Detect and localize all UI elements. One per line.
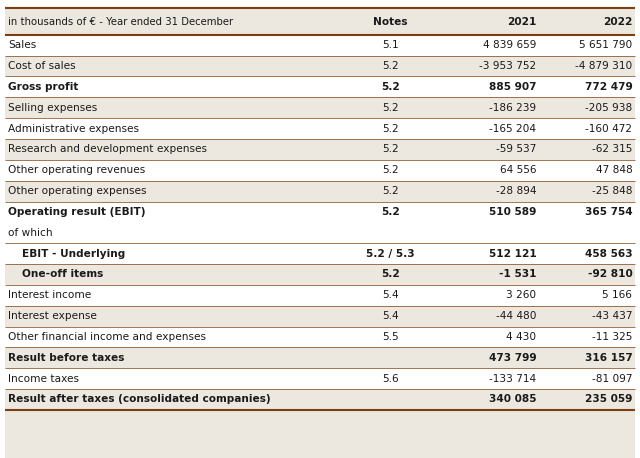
Text: 365 754: 365 754	[585, 207, 632, 217]
Text: 5.4: 5.4	[382, 290, 399, 300]
Text: 235 059: 235 059	[585, 394, 632, 404]
Text: -133 714: -133 714	[489, 374, 536, 384]
Text: -92 810: -92 810	[588, 269, 632, 279]
Text: -43 437: -43 437	[592, 311, 632, 321]
Bar	[5, 368, 635, 389]
Text: 2021: 2021	[507, 16, 536, 27]
Bar	[5, 76, 635, 98]
Text: 4 839 659: 4 839 659	[483, 40, 536, 50]
Text: 5.2: 5.2	[381, 82, 400, 92]
Bar	[5, 347, 635, 368]
Text: Result after taxes (consolidated companies): Result after taxes (consolidated compani…	[8, 394, 271, 404]
Text: -165 204: -165 204	[490, 124, 536, 134]
Bar	[5, 118, 635, 139]
Text: 5.2: 5.2	[382, 186, 399, 196]
Text: -11 325: -11 325	[592, 332, 632, 342]
Text: -59 537: -59 537	[496, 144, 536, 154]
Text: 5.2: 5.2	[382, 144, 399, 154]
Text: 458 563: 458 563	[585, 249, 632, 259]
Text: -81 097: -81 097	[592, 374, 632, 384]
Text: 5 166: 5 166	[602, 290, 632, 300]
Bar	[5, 160, 635, 180]
Text: EBIT - Underlying: EBIT - Underlying	[22, 249, 125, 259]
Text: 316 157: 316 157	[584, 353, 632, 363]
Text: 5.2 / 5.3: 5.2 / 5.3	[366, 249, 415, 259]
Text: 772 479: 772 479	[584, 82, 632, 92]
Text: Interest income: Interest income	[8, 290, 92, 300]
Text: 5.4: 5.4	[382, 311, 399, 321]
Bar	[5, 264, 635, 285]
Text: in thousands of € - Year ended 31 December: in thousands of € - Year ended 31 Decemb…	[8, 16, 234, 27]
Text: Income taxes: Income taxes	[8, 374, 79, 384]
Bar	[5, 180, 635, 202]
Text: -62 315: -62 315	[592, 144, 632, 154]
Text: Research and development expenses: Research and development expenses	[8, 144, 207, 154]
Text: 5.6: 5.6	[382, 374, 399, 384]
Bar	[5, 306, 635, 327]
Bar	[5, 222, 635, 243]
Bar	[5, 56, 635, 76]
Text: Notes: Notes	[373, 16, 408, 27]
Text: 5.2: 5.2	[381, 207, 400, 217]
Text: One-off items: One-off items	[22, 269, 104, 279]
Text: Administrative expenses: Administrative expenses	[8, 124, 140, 134]
Text: 510 589: 510 589	[489, 207, 536, 217]
Bar	[5, 139, 635, 160]
Bar	[5, 243, 635, 264]
Bar	[5, 202, 635, 222]
Bar	[5, 285, 635, 306]
Text: 4 430: 4 430	[506, 332, 536, 342]
Text: 512 121: 512 121	[488, 249, 536, 259]
Text: 5.2: 5.2	[382, 124, 399, 134]
Text: Other operating revenues: Other operating revenues	[8, 165, 145, 175]
Text: 473 799: 473 799	[489, 353, 536, 363]
Bar	[5, 8, 635, 35]
Text: 5.2: 5.2	[382, 165, 399, 175]
Bar	[5, 410, 635, 458]
Text: 5.2: 5.2	[382, 61, 399, 71]
Text: Result before taxes: Result before taxes	[8, 353, 125, 363]
Text: Sales: Sales	[8, 40, 36, 50]
Text: -4 879 310: -4 879 310	[575, 61, 632, 71]
Text: -160 472: -160 472	[586, 124, 632, 134]
Text: 5.2: 5.2	[382, 103, 399, 113]
Text: Other operating expenses: Other operating expenses	[8, 186, 147, 196]
Text: -3 953 752: -3 953 752	[479, 61, 536, 71]
Text: 885 907: 885 907	[489, 82, 536, 92]
Text: Cost of sales: Cost of sales	[8, 61, 76, 71]
Text: -186 239: -186 239	[489, 103, 536, 113]
Text: -28 894: -28 894	[496, 186, 536, 196]
Bar	[5, 327, 635, 347]
Text: 47 848: 47 848	[596, 165, 632, 175]
Text: -25 848: -25 848	[592, 186, 632, 196]
Text: 5.2: 5.2	[381, 269, 400, 279]
Text: 3 260: 3 260	[506, 290, 536, 300]
Text: Gross profit: Gross profit	[8, 82, 79, 92]
Text: Operating result (EBIT): Operating result (EBIT)	[8, 207, 146, 217]
Text: 64 556: 64 556	[500, 165, 536, 175]
Text: 5 651 790: 5 651 790	[579, 40, 632, 50]
Text: 340 085: 340 085	[489, 394, 536, 404]
Text: -44 480: -44 480	[496, 311, 536, 321]
Text: 5.1: 5.1	[382, 40, 399, 50]
Bar	[5, 98, 635, 118]
Text: -1 531: -1 531	[499, 269, 536, 279]
Text: 5.5: 5.5	[382, 332, 399, 342]
Text: of which: of which	[8, 228, 53, 238]
Text: Interest expense: Interest expense	[8, 311, 97, 321]
Text: Selling expenses: Selling expenses	[8, 103, 97, 113]
Bar	[5, 389, 635, 410]
Bar	[5, 35, 635, 56]
Text: -205 938: -205 938	[585, 103, 632, 113]
Text: 2022: 2022	[603, 16, 632, 27]
Text: Other financial income and expenses: Other financial income and expenses	[8, 332, 206, 342]
